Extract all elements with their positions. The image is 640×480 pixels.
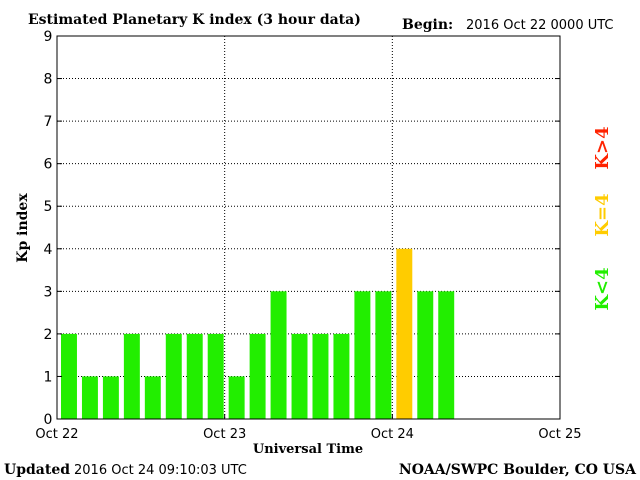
kp-bar <box>186 333 203 419</box>
kp-bar <box>249 333 266 419</box>
x-tick-label: Oct 22 <box>35 427 78 442</box>
kp-bar <box>207 333 224 419</box>
x-axis-label: Universal Time <box>253 442 363 457</box>
y-tick-label: 7 <box>44 114 53 130</box>
y-tick-label: 0 <box>44 412 53 428</box>
y-tick-label: 5 <box>44 199 53 215</box>
legend-below-4: K<4 <box>592 267 613 310</box>
kp-bar <box>417 291 434 419</box>
kp-bar <box>438 291 455 419</box>
updated-label: Updated <box>4 462 70 478</box>
kp-bar <box>270 291 287 419</box>
begin-value: 2016 Oct 22 0000 UTC <box>466 18 614 33</box>
legend-above-4: K>4 <box>592 126 613 169</box>
kp-bar <box>228 376 245 419</box>
source-credit: NOAA/SWPC Boulder, CO USA <box>399 462 637 478</box>
legend-equal-4: K=4 <box>592 193 613 236</box>
y-tick-labels: 0 1 2 3 4 5 6 7 8 9 <box>44 29 53 428</box>
y-tick-label: 4 <box>44 242 53 258</box>
kp-bar <box>333 333 350 419</box>
y-axis-label: Kp index <box>15 193 31 263</box>
x-tick-label: Oct 24 <box>371 427 414 442</box>
y-tick-label: 6 <box>44 157 53 173</box>
kp-bar <box>375 291 392 419</box>
plot-frame <box>56 35 561 420</box>
kp-bar <box>81 376 98 419</box>
bars <box>61 248 455 419</box>
begin-label: Begin: <box>402 17 453 33</box>
y-tick-label: 8 <box>44 72 53 88</box>
updated-value: 2016 Oct 24 09:10:03 UTC <box>74 463 247 478</box>
kp-bar <box>291 333 308 419</box>
y-tick-label: 1 <box>44 369 53 385</box>
x-tick-labels: Oct 22 Oct 23 Oct 24 Oct 25 <box>35 427 581 442</box>
kp-bar <box>354 291 371 419</box>
kp-bar <box>102 376 119 419</box>
kp-bar <box>61 333 77 419</box>
y-tick-label: 9 <box>44 29 53 45</box>
kp-bar <box>396 248 413 419</box>
grid-lines <box>57 36 560 419</box>
kp-bar <box>165 333 182 419</box>
y-tick-label: 2 <box>44 327 53 343</box>
chart-title: Estimated Planetary K index (3 hour data… <box>28 12 361 28</box>
plot-border <box>56 35 561 420</box>
kp-bar <box>123 333 140 419</box>
kp-bar <box>144 376 161 419</box>
x-tick-label: Oct 25 <box>538 427 581 442</box>
y-tick-label: 3 <box>44 284 53 300</box>
kp-bar <box>312 333 329 419</box>
x-tick-label: Oct 23 <box>203 427 246 442</box>
